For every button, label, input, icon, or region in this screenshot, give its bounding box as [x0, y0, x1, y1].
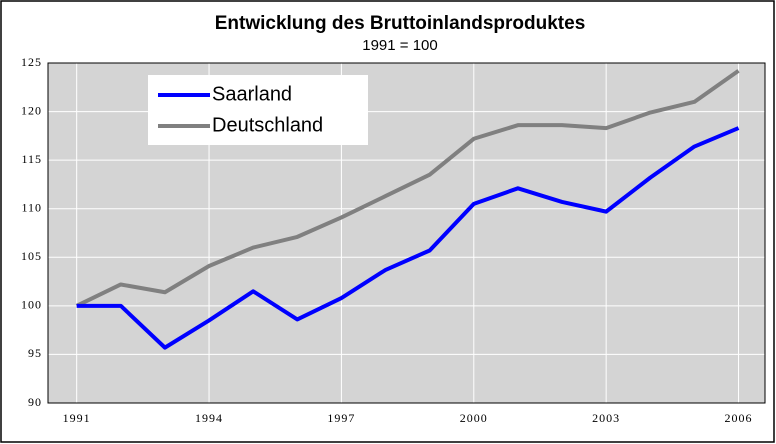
x-tick-label: 2003 [592, 411, 620, 425]
y-tick-label: 125 [21, 55, 42, 69]
y-tick-label: 105 [21, 249, 42, 263]
y-tick-label: 120 [21, 103, 42, 117]
x-tick-label: 1997 [327, 411, 355, 425]
y-tick-label: 115 [21, 152, 42, 166]
legend-label: Deutschland [212, 114, 323, 136]
y-tick-label: 100 [21, 298, 42, 312]
x-tick-label: 2000 [460, 411, 488, 425]
x-tick-label: 1994 [195, 411, 223, 425]
x-tick-label: 1991 [63, 411, 91, 425]
y-tick-label: 90 [28, 395, 42, 409]
y-tick-label: 95 [28, 346, 42, 360]
chart-subtitle: 1991 = 100 [362, 37, 438, 54]
legend-label: Saarland [212, 83, 292, 105]
chart-title: Entwicklung des Bruttoinlandsproduktes [215, 13, 586, 34]
line [76, 126, 740, 350]
legend [148, 75, 368, 145]
y-tick-label: 110 [21, 200, 42, 214]
x-tick-label: 2006 [725, 411, 753, 425]
plot-frame [47, 62, 766, 404]
line [75, 69, 740, 308]
